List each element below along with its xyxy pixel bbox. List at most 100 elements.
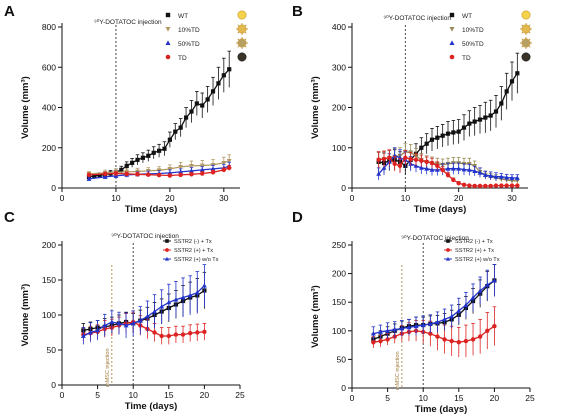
data-point [428,331,433,336]
data-point [477,117,483,122]
data-point [435,334,440,339]
legend-cell-icon [520,37,532,49]
data-point [200,103,205,108]
x-tick-label: 25 [525,393,535,403]
data-point [493,183,499,188]
data-point [227,165,232,171]
data-point [429,167,435,172]
data-point [123,322,129,328]
legend-marker [165,54,171,60]
data-point [483,115,488,120]
legend-label: WT [462,13,472,20]
data-point [199,167,205,172]
legend-cell-icon [520,23,532,35]
legend-marker [165,12,171,18]
legend-marker [165,40,171,45]
data-point [429,160,435,166]
data-point [221,160,227,166]
x-tick-label: 15 [454,393,464,403]
data-point [449,313,455,319]
y-tick-label: 800 [42,22,56,32]
series-line [83,321,205,337]
data-point [189,109,194,114]
data-point [146,153,151,158]
data-point [456,180,461,186]
data-point [509,79,515,84]
data-point [472,168,478,173]
data-point [167,166,173,172]
cell-icon-ray [244,24,247,27]
y-axis-title: Volume (mm³) [20,284,31,347]
data-point [183,115,189,120]
data-point [80,333,86,338]
data-point [140,155,146,160]
data-point [88,329,93,335]
data-point [440,133,445,138]
data-point [470,295,476,300]
data-point [210,170,216,175]
data-point [442,337,447,342]
x-tick-label: 0 [60,390,65,400]
x-axis-title: Time (days) [414,204,467,215]
data-point [156,148,162,153]
data-point [445,131,451,136]
data-point [514,175,520,180]
data-point [173,297,179,302]
data-point [162,146,167,151]
cell-icon-ray [244,38,247,41]
x-tick-label: 15 [164,390,174,400]
y-tick-label: 150 [332,297,346,307]
data-point [456,308,462,313]
data-point [189,172,194,177]
x-tick-label: 0 [350,393,355,403]
y-tick-label: 200 [42,143,56,153]
data-point [178,169,184,174]
cell-icon [237,10,247,20]
cell-icon-ray [237,24,240,27]
legend-label: SSTR2 (-) + Tx [455,239,493,245]
data-point [194,290,200,295]
data-point [135,157,140,162]
data-point [406,324,412,330]
data-point [467,121,472,126]
data-point [385,328,391,333]
legend-cell-icon [237,10,247,20]
data-point [376,157,381,163]
data-point [200,171,205,176]
y-tick-label: 600 [42,62,56,72]
data-point [408,156,413,162]
data-point [429,137,435,142]
data-point [202,329,207,335]
data-point [440,167,445,173]
cell-icon [521,52,531,62]
legend-label: TD [462,55,471,62]
data-point [205,97,210,102]
x-tick-label: 20 [165,193,175,203]
data-point [173,129,178,134]
legend-label: 10%TD [178,27,200,34]
cell-icon-ray [528,38,531,41]
x-tick-label: 20 [490,393,500,403]
data-point [472,119,477,124]
series-sstr2-w-o-tx [80,264,207,345]
data-point [403,155,408,161]
data-point [381,165,387,170]
x-tick-label: 0 [60,193,65,203]
legend-marker [165,27,171,32]
msc-injection-label: mMSC injection [105,348,111,387]
data-point [387,155,392,161]
data-point [484,282,490,287]
data-point [477,170,483,175]
chart-panel-d: D 0 50 100 150 200 250 0 5 10 15 20 25 Time (days) Vol… [292,209,535,415]
data-point [442,316,447,322]
data-point [102,171,108,177]
y-tick-label: 0 [341,183,346,193]
series-line [373,325,495,343]
series-td [86,165,232,178]
data-point [451,130,456,135]
data-point [477,288,483,293]
data-point [445,166,451,171]
cell-icon-ray [521,24,524,27]
data-point [180,332,186,337]
